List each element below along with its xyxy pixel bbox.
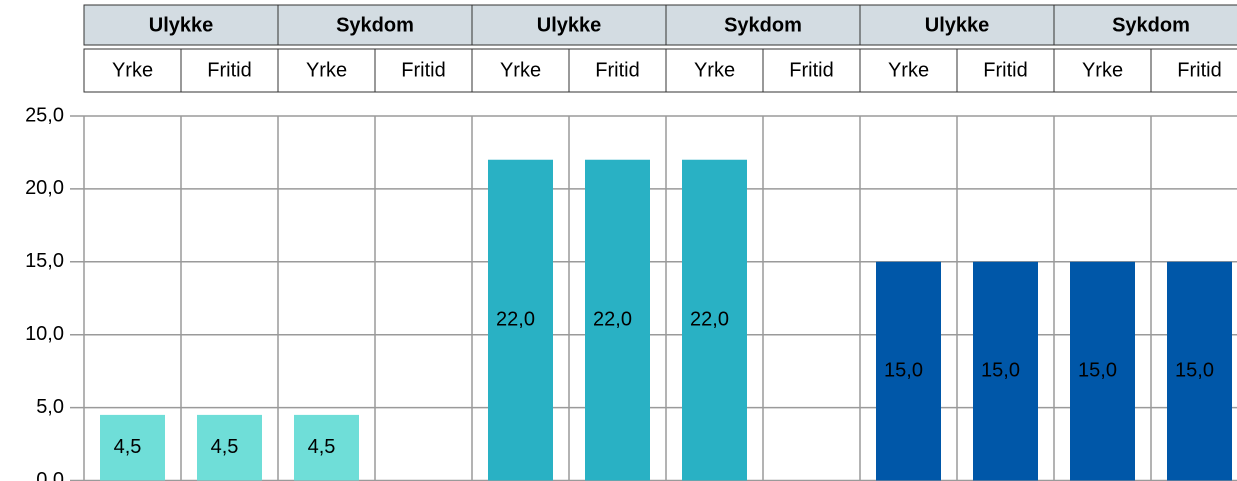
value-label: 4,5 bbox=[308, 436, 336, 458]
value-label: 15,0 bbox=[884, 359, 923, 381]
bar bbox=[100, 414, 165, 481]
bar bbox=[1167, 261, 1232, 481]
y-tick-label: 5,0 bbox=[36, 396, 64, 418]
value-label: 4,5 bbox=[114, 436, 142, 458]
bar bbox=[682, 159, 747, 481]
group-label: Sykdom bbox=[724, 14, 802, 36]
category-label: Yrke bbox=[112, 59, 153, 81]
value-label: 15,0 bbox=[1175, 359, 1214, 381]
value-label: 15,0 bbox=[1078, 359, 1117, 381]
category-label: Yrke bbox=[1082, 59, 1123, 81]
group-label: Sykdom bbox=[336, 14, 414, 36]
category-label: Fritid bbox=[207, 59, 251, 81]
category-label: Fritid bbox=[789, 59, 833, 81]
value-label: 22,0 bbox=[496, 308, 535, 330]
bar bbox=[585, 159, 650, 481]
category-label: Fritid bbox=[401, 59, 445, 81]
category-label: Fritid bbox=[1177, 59, 1221, 81]
group-label: Ulykke bbox=[149, 14, 214, 36]
group-label: Ulykke bbox=[925, 14, 990, 36]
value-label: 22,0 bbox=[690, 308, 729, 330]
category-label: Fritid bbox=[983, 59, 1027, 81]
bar bbox=[294, 414, 359, 481]
y-tick-label: 10,0 bbox=[25, 323, 64, 345]
category-label: Yrke bbox=[694, 59, 735, 81]
category-label: Yrke bbox=[888, 59, 929, 81]
value-label: 4,5 bbox=[211, 436, 239, 458]
header-band bbox=[83, 4, 1237, 46]
category-label: Yrke bbox=[500, 59, 541, 81]
bar bbox=[876, 261, 941, 481]
y-tick-label: 25,0 bbox=[25, 104, 64, 126]
bar bbox=[973, 261, 1038, 481]
value-label: 22,0 bbox=[593, 308, 632, 330]
group-label: Ulykke bbox=[537, 14, 602, 36]
category-label: Yrke bbox=[306, 59, 347, 81]
bar bbox=[1070, 261, 1135, 481]
y-tick-label: 0,0 bbox=[36, 469, 64, 481]
category-label: Fritid bbox=[595, 59, 639, 81]
y-tick-label: 20,0 bbox=[25, 177, 64, 199]
value-label: 15,0 bbox=[981, 359, 1020, 381]
subheader-band bbox=[83, 48, 1237, 93]
group-label: Sykdom bbox=[1112, 14, 1190, 36]
bar bbox=[488, 159, 553, 481]
y-tick-label: 15,0 bbox=[25, 250, 64, 272]
bar bbox=[197, 414, 262, 481]
